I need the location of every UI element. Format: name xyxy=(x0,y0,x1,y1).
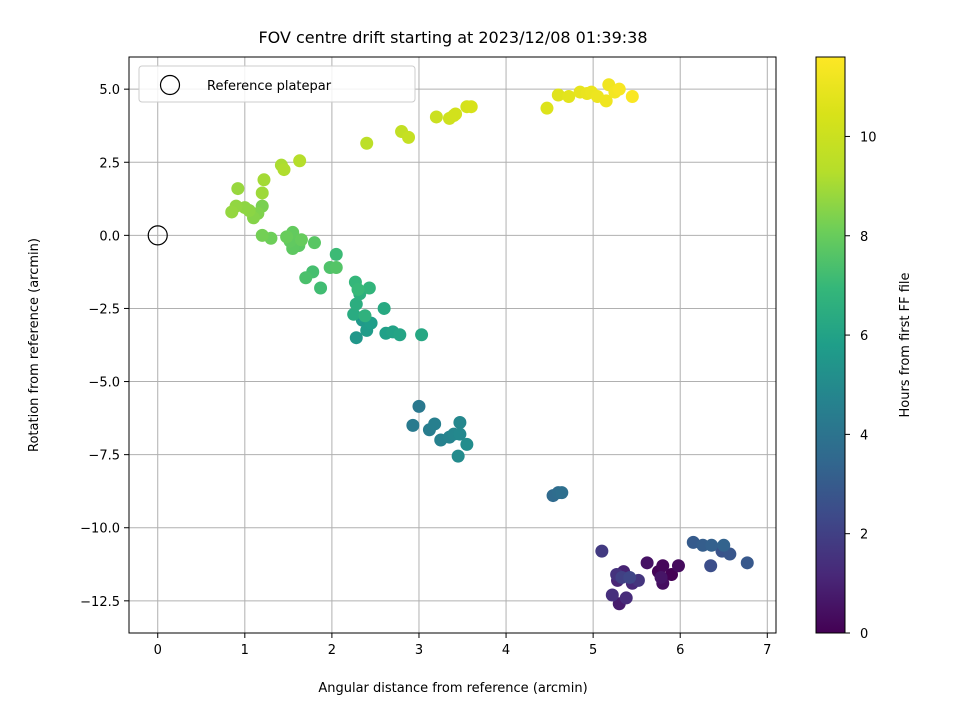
data-point xyxy=(464,100,478,114)
data-point xyxy=(347,307,361,321)
data-point xyxy=(349,297,363,311)
colorbar-tick-label: 8 xyxy=(860,230,868,245)
data-point xyxy=(540,101,554,115)
data-point xyxy=(449,107,463,121)
data-point xyxy=(415,328,429,342)
data-point xyxy=(329,261,343,275)
data-points xyxy=(225,78,754,611)
data-point xyxy=(257,173,271,187)
data-point xyxy=(428,417,442,431)
x-tick-label: 1 xyxy=(241,643,249,658)
colorbar-tick-label: 2 xyxy=(860,528,868,543)
data-point xyxy=(429,110,443,124)
data-point xyxy=(255,228,269,242)
data-point xyxy=(460,437,474,451)
data-point xyxy=(362,281,376,295)
data-point xyxy=(665,568,679,582)
data-point xyxy=(225,205,239,219)
data-point xyxy=(277,163,291,177)
data-point xyxy=(358,309,372,323)
data-point xyxy=(599,94,613,108)
data-point xyxy=(612,82,626,96)
chart-title: FOV centre drift starting at 2023/12/08 … xyxy=(258,28,647,47)
data-point xyxy=(671,559,685,573)
legend: Reference platepar xyxy=(138,65,416,103)
colorbar-label: Hours from first FF file xyxy=(898,272,913,417)
data-point xyxy=(412,399,426,413)
data-point xyxy=(231,182,245,196)
colorbar-tick-label: 10 xyxy=(860,130,877,145)
colorbar-ticks: 0 2 4 6 8 10 xyxy=(845,130,877,642)
data-point xyxy=(453,427,467,441)
plot-border xyxy=(128,56,777,634)
data-point xyxy=(377,301,391,315)
data-point xyxy=(299,271,313,285)
grid xyxy=(129,57,776,633)
data-point xyxy=(351,282,365,296)
data-point xyxy=(640,556,654,570)
data-point xyxy=(705,538,719,552)
colorbar xyxy=(815,56,846,634)
data-point xyxy=(360,136,374,150)
data-point xyxy=(654,570,668,584)
y-axis-label: Rotation from reference (arcmin) xyxy=(27,238,42,452)
data-point xyxy=(255,186,269,200)
data-point xyxy=(717,538,731,552)
data-point xyxy=(307,236,321,250)
data-point xyxy=(294,233,308,247)
x-tick-label: 3 xyxy=(415,643,423,658)
plot-area xyxy=(129,57,776,633)
data-point xyxy=(402,130,416,144)
legend-box xyxy=(138,65,416,103)
data-point xyxy=(393,328,407,342)
data-point xyxy=(451,449,465,463)
data-point xyxy=(619,591,633,605)
x-tick-label: 0 xyxy=(154,643,162,658)
data-point xyxy=(551,88,565,102)
y-axis-ticks: −12.5 −10.0 −7.5 −5.0 −2.5 0.0 2.5 5.0 xyxy=(80,83,129,610)
colorbar-tick-label: 4 xyxy=(860,428,868,443)
colorbar-tick-label: 6 xyxy=(860,329,868,344)
x-tick-label: 5 xyxy=(589,643,597,658)
data-point xyxy=(280,230,294,244)
data-point xyxy=(595,544,609,558)
legend-label: Reference platepar xyxy=(207,79,332,94)
data-point xyxy=(406,418,420,432)
legend-marker xyxy=(159,74,181,96)
data-point xyxy=(656,559,670,573)
x-axis-ticks: 0 1 2 3 4 5 6 7 xyxy=(154,633,771,658)
data-point xyxy=(704,559,718,573)
data-point xyxy=(453,415,467,429)
colorbar-tick-label: 0 xyxy=(860,627,868,642)
data-point xyxy=(740,556,754,570)
data-point xyxy=(329,247,343,261)
data-point xyxy=(605,588,619,602)
y-tick-label: −12.5 xyxy=(80,595,120,610)
y-tick-label: −5.0 xyxy=(88,376,120,391)
data-point xyxy=(562,89,576,103)
x-tick-label: 2 xyxy=(328,643,336,658)
x-tick-label: 4 xyxy=(502,643,510,658)
data-point xyxy=(349,331,363,345)
data-point xyxy=(555,486,569,500)
y-tick-label: −2.5 xyxy=(88,302,120,317)
y-tick-label: 0.0 xyxy=(99,229,120,244)
reference-point xyxy=(147,225,168,246)
x-axis-label: Angular distance from reference (arcmin) xyxy=(318,681,587,696)
y-tick-label: −7.5 xyxy=(88,449,120,464)
y-tick-label: 5.0 xyxy=(99,83,120,98)
data-point xyxy=(625,89,639,103)
x-tick-label: 7 xyxy=(763,643,771,658)
y-tick-label: 2.5 xyxy=(99,156,120,171)
data-point xyxy=(314,281,328,295)
y-tick-label: −10.0 xyxy=(80,522,120,537)
x-tick-label: 6 xyxy=(676,643,684,658)
reference-point-layer xyxy=(147,225,168,246)
data-point xyxy=(623,570,637,584)
data-point xyxy=(293,154,307,168)
